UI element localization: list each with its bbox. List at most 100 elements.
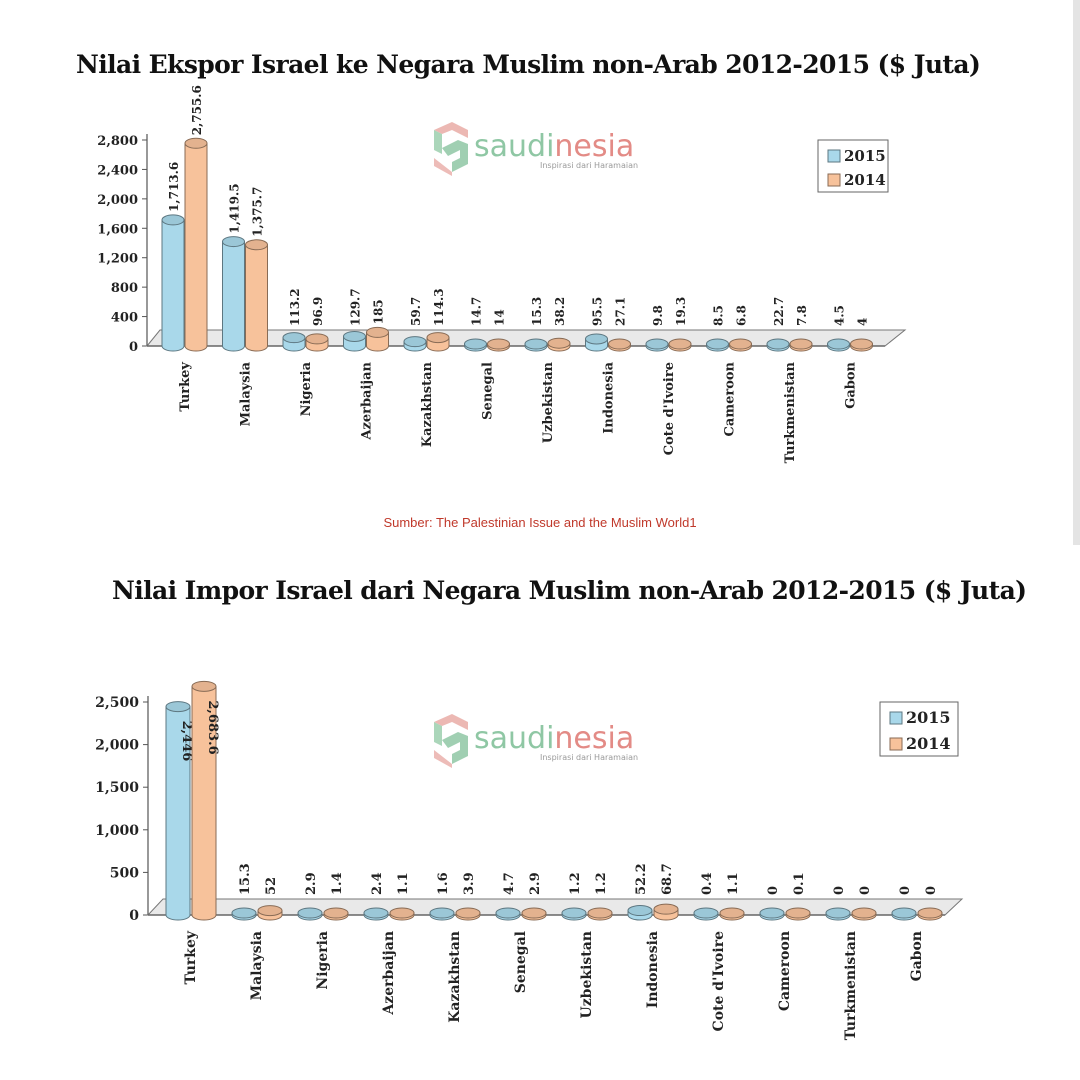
bar-body — [191, 685, 217, 921]
export-bar-malaysia-2014 — [245, 239, 268, 352]
import-category-gabon: Gabon — [909, 931, 925, 981]
export-legend-swatch-2015 — [827, 149, 841, 163]
bar-top — [305, 333, 329, 345]
import-bar-gabon-2015 — [891, 907, 917, 921]
bar-top — [785, 907, 811, 919]
import-bar-kazakhstan-2015 — [429, 907, 455, 921]
import-category-senegal: Senegal — [513, 931, 529, 993]
export-bar-cote-d-ivoire-2015 — [645, 338, 669, 352]
bar-top — [191, 680, 217, 692]
export-value-label: 2,755.6 — [190, 85, 204, 135]
export-bar-turkey-2014 — [184, 137, 208, 352]
import-category-cameroon: Cameroon — [777, 931, 793, 1011]
bar-top — [668, 338, 692, 350]
bar-top — [455, 907, 481, 919]
export-category-kazakhstan: Kazakhstan — [420, 361, 435, 447]
export-value-label: 113.2 — [288, 288, 302, 326]
export-y-tick-label: 1,600 — [97, 222, 138, 237]
export-category-cameroon: Cameroon — [723, 361, 738, 436]
logo-mark-icon — [434, 714, 468, 768]
import-value-label: 2,446 — [179, 721, 194, 762]
logo-mark-icon — [434, 122, 468, 176]
import-bar-malaysia-2014 — [257, 905, 283, 921]
export-value-label: 1,419.5 — [228, 183, 242, 233]
import-category-uzbekistan: Uzbekistan — [579, 931, 595, 1018]
bar-top — [165, 701, 191, 713]
bar-top — [653, 903, 679, 915]
export-y-tick-label: 400 — [111, 311, 138, 326]
export-legend-label-2014: 2014 — [844, 171, 886, 189]
import-value-label: 0 — [858, 886, 873, 895]
bar-top — [184, 137, 208, 149]
import-category-cote-d-ivoire: Cote d'Ivoire — [711, 931, 727, 1032]
watermark-logo-import: saudinesia Inspirasi dari Haramaian — [434, 714, 638, 768]
export-y-tick-label: 800 — [111, 281, 138, 296]
export-category-turkey: Turkey — [178, 362, 193, 412]
import-value-label: 1.2 — [594, 872, 609, 895]
export-bar-nigeria-2014 — [305, 333, 329, 352]
import-bar-turkey-2014 — [191, 680, 217, 921]
bar-top — [693, 907, 719, 919]
bar-body — [245, 244, 268, 352]
import-value-label: 1.6 — [436, 872, 451, 895]
export-value-label: 14 — [493, 309, 507, 326]
import-bar-turkey-2015 — [165, 701, 191, 921]
import-bar-cameroon-2015 — [759, 907, 785, 921]
import-bar-uzbekistan-2014 — [587, 907, 613, 921]
export-bar-gabon-2015 — [827, 338, 850, 352]
import-value-label: 3.9 — [462, 872, 477, 895]
export-value-label: 129.7 — [349, 288, 363, 326]
export-y-tick-label: 1,200 — [97, 252, 138, 267]
import-category-nigeria: Nigeria — [315, 931, 331, 990]
import-value-label: 0.1 — [792, 872, 807, 895]
bar-top — [561, 907, 587, 919]
bar-top — [917, 907, 943, 919]
import-value-label: 0 — [924, 886, 939, 895]
page-edge-bar — [1073, 0, 1080, 545]
bar-top — [363, 907, 389, 919]
import-value-label: 4.7 — [502, 872, 517, 895]
export-category-gabon: Gabon — [844, 361, 859, 408]
bar-top — [521, 907, 547, 919]
import-bar-uzbekistan-2015 — [561, 907, 587, 921]
bar-top — [851, 907, 877, 919]
bar-top — [524, 338, 548, 350]
bar-top — [627, 905, 653, 917]
export-chart: 0 400 800 1,200 1,600 2,000 2,400 2,800 1,713.6 2… — [97, 85, 907, 463]
export-value-label: 14.7 — [470, 297, 484, 326]
export-bar-gabon-2014 — [850, 338, 873, 352]
bar-top — [825, 907, 851, 919]
import-bar-azerbaijan-2014 — [389, 907, 415, 921]
export-value-label: 185 — [372, 299, 386, 324]
bar-top — [608, 338, 631, 350]
import-legend-swatch-2014 — [889, 737, 903, 751]
export-bar-turkey-2015 — [161, 214, 185, 352]
export-y-tick-label: 2,000 — [97, 193, 138, 208]
import-value-label: 0 — [766, 886, 781, 895]
bar-top — [827, 338, 850, 350]
export-category-turkmenistan: Turkmenistan — [783, 361, 798, 463]
bar-top — [495, 907, 521, 919]
export-bar-azerbaijan-2014 — [366, 326, 389, 352]
export-category-senegal: Senegal — [481, 362, 496, 420]
import-chart-title: Nilai Impor Israel dari Negara Muslim no… — [112, 576, 1027, 605]
export-bar-turkmenistan-2014 — [789, 338, 813, 352]
import-bar-nigeria-2015 — [297, 907, 323, 921]
export-bar-indonesia-2015 — [585, 333, 608, 352]
import-bar-turkmenistan-2015 — [825, 907, 851, 921]
export-value-label: 4 — [856, 318, 870, 326]
export-bar-senegal-2015 — [464, 338, 487, 352]
export-y-tick-label: 2,800 — [97, 134, 138, 149]
import-category-turkmenistan: Turkmenistan — [843, 931, 859, 1040]
import-bar-azerbaijan-2015 — [363, 907, 389, 921]
bar-body — [222, 241, 245, 352]
import-value-label: 1.4 — [330, 872, 345, 895]
export-value-label: 19.3 — [674, 297, 688, 326]
bar-top — [429, 907, 455, 919]
import-bar-indonesia-2014 — [653, 903, 679, 921]
bar-top — [759, 907, 785, 919]
bar-top — [464, 338, 487, 350]
bar-top — [850, 338, 873, 350]
export-bar-senegal-2014 — [487, 338, 510, 352]
export-legend-label-2015: 2015 — [844, 147, 886, 165]
